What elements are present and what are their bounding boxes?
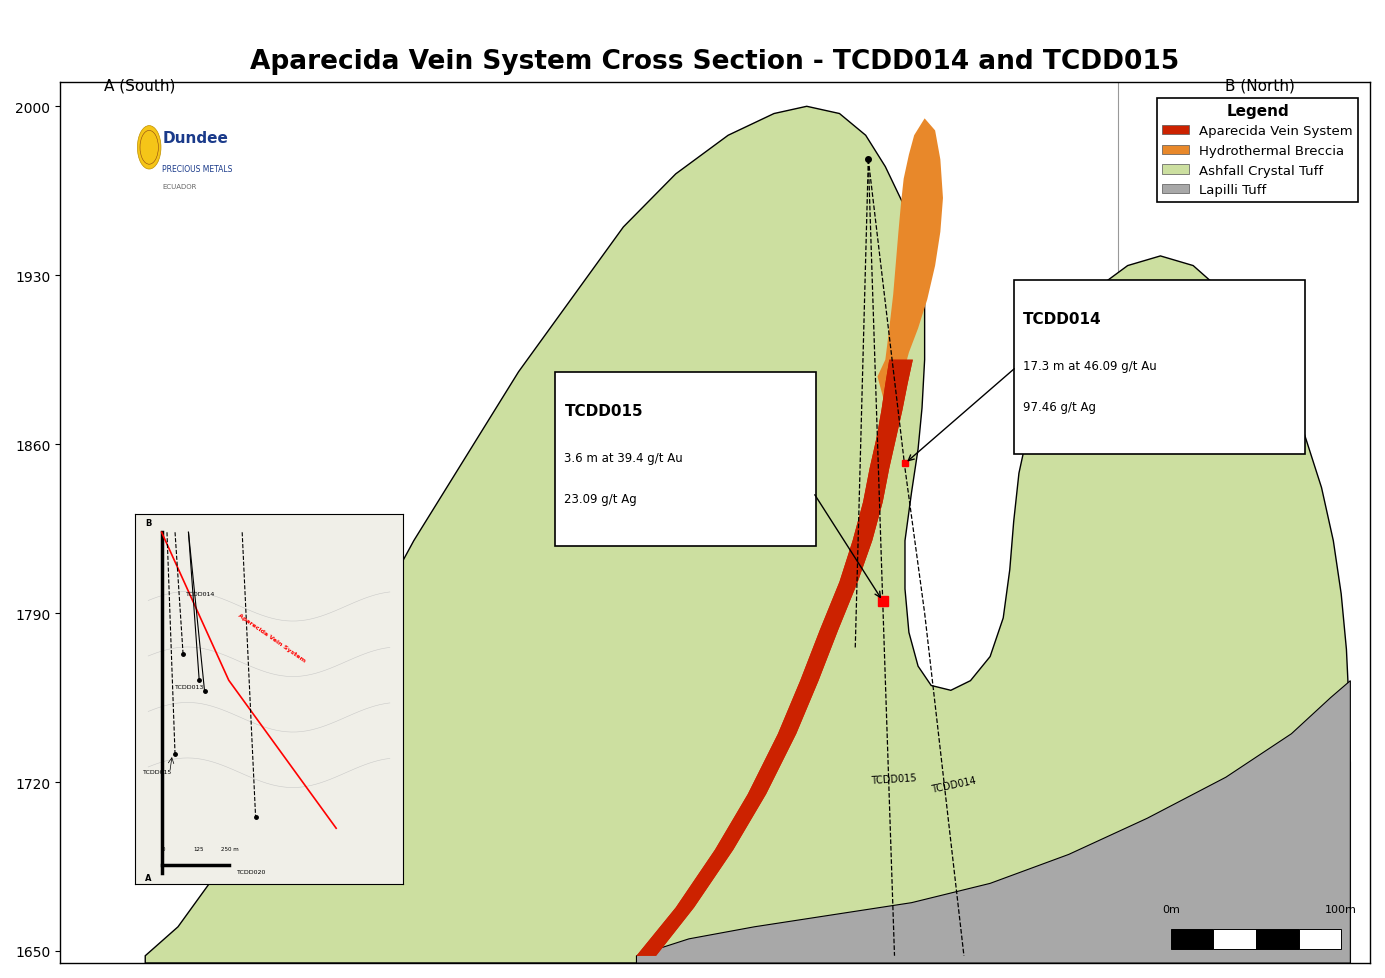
Text: PRECIOUS METALS: PRECIOUS METALS	[162, 165, 233, 174]
Text: TCDD014: TCDD014	[1024, 312, 1101, 328]
Text: TCDD015: TCDD015	[565, 404, 643, 419]
Polygon shape	[878, 119, 943, 421]
Text: 3.6 m at 39.4 g/t Au: 3.6 m at 39.4 g/t Au	[565, 452, 683, 465]
Text: A (South): A (South)	[104, 78, 176, 93]
Text: 0m: 0m	[1162, 905, 1180, 914]
Polygon shape	[145, 108, 1350, 963]
Circle shape	[137, 126, 161, 170]
Bar	[1256, 929, 1299, 949]
Text: TCDD014: TCDD014	[931, 775, 976, 794]
Text: 23.09 g/t Ag: 23.09 g/t Ag	[565, 493, 637, 506]
Polygon shape	[637, 360, 913, 956]
Bar	[1213, 929, 1256, 949]
Text: B (North): B (North)	[1226, 78, 1295, 93]
FancyBboxPatch shape	[555, 373, 816, 546]
Text: 100m: 100m	[1325, 905, 1357, 914]
Text: 97.46 g/t Ag: 97.46 g/t Ag	[1024, 401, 1096, 414]
Text: Dundee: Dundee	[162, 131, 229, 147]
Polygon shape	[637, 681, 1350, 963]
Text: TCDD015: TCDD015	[871, 773, 917, 785]
Bar	[1299, 929, 1341, 949]
Bar	[1170, 929, 1213, 949]
Polygon shape	[637, 360, 913, 956]
FancyBboxPatch shape	[1014, 281, 1305, 455]
Title: Aparecida Vein System Cross Section - TCDD014 and TCDD015: Aparecida Vein System Cross Section - TC…	[251, 49, 1180, 75]
Text: ECUADOR: ECUADOR	[162, 184, 197, 190]
Legend: Aparecida Vein System, Hydrothermal Breccia, Ashfall Crystal Tuff, Lapilli Tuff: Aparecida Vein System, Hydrothermal Brec…	[1156, 99, 1359, 202]
Text: 17.3 m at 46.09 g/t Au: 17.3 m at 46.09 g/t Au	[1024, 360, 1156, 373]
